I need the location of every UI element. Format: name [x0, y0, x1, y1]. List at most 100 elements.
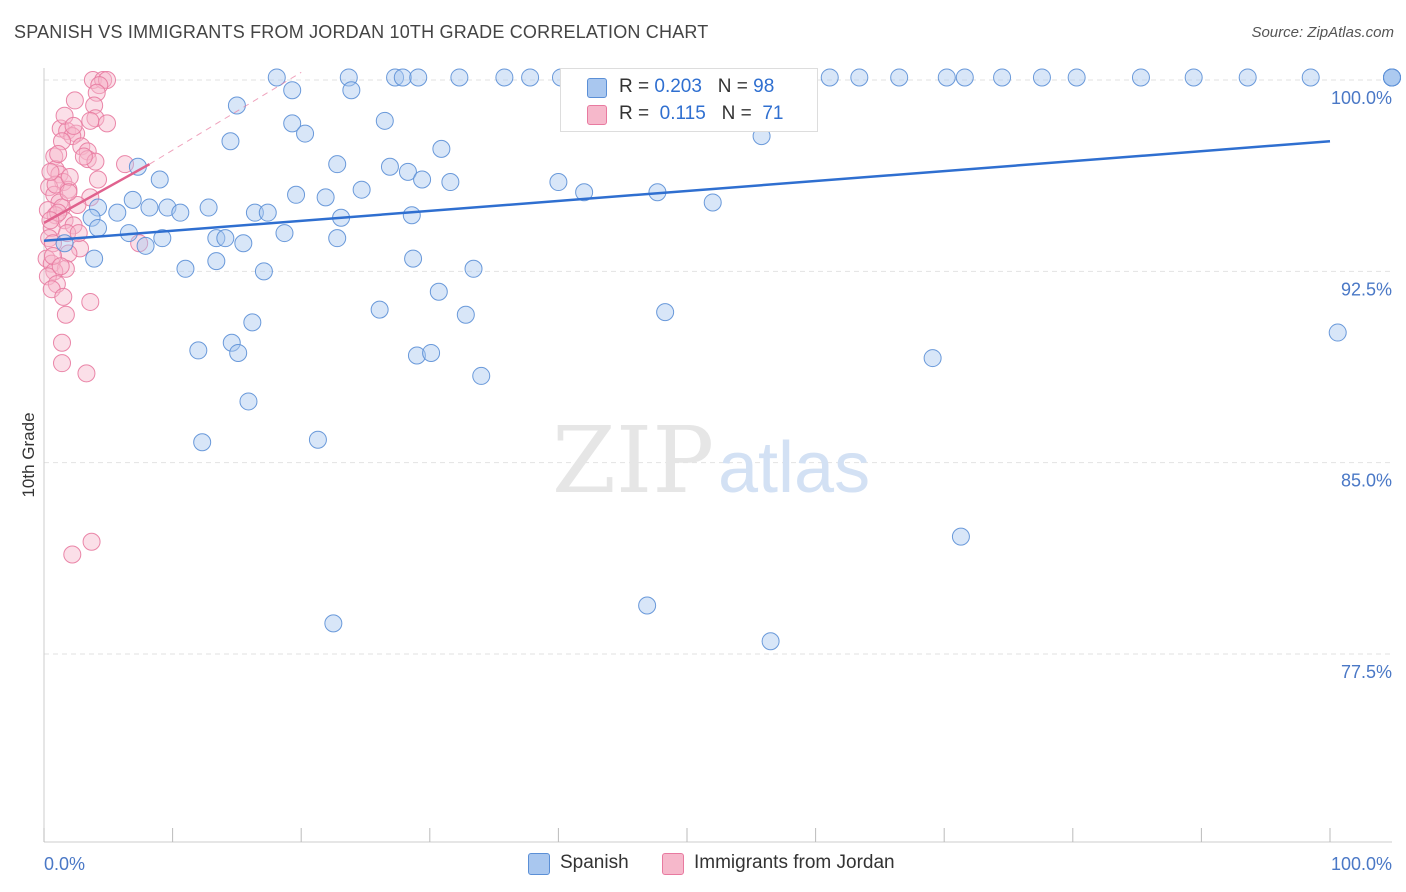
data-point-jordan [85, 96, 104, 115]
legend-r-label: R = [619, 103, 650, 124]
data-point-spanish [380, 157, 399, 176]
data-point-spanish [890, 68, 909, 87]
data-point-spanish [820, 68, 839, 87]
data-point-spanish [404, 249, 423, 268]
data-point-spanish [521, 68, 540, 87]
legend-swatch-pink [662, 853, 684, 875]
data-point-spanish [456, 305, 475, 324]
y-tick-label: 92.5% [1341, 279, 1392, 299]
data-point-spanish [243, 313, 262, 332]
series-spanish-points [55, 68, 1401, 651]
legend-swatch-blue [528, 853, 550, 875]
legend-n-label: N = [721, 103, 752, 124]
data-point-spanish [1383, 68, 1401, 87]
data-point-spanish [937, 68, 956, 87]
data-point-spanish [287, 185, 306, 204]
data-point-jordan [59, 183, 78, 202]
y-tick-label: 100.0% [1331, 88, 1392, 108]
axes [43, 68, 1392, 843]
data-point-spanish [171, 203, 190, 222]
data-point-jordan [98, 114, 117, 133]
data-point-spanish [216, 229, 235, 248]
data-point-spanish [316, 188, 335, 207]
data-point-spanish [703, 193, 722, 212]
legend-swatch-blue [587, 78, 607, 98]
data-point-jordan [55, 106, 74, 125]
data-point-jordan [56, 259, 75, 278]
data-point-spanish [398, 162, 417, 181]
data-point-spanish [207, 252, 226, 271]
data-point-spanish [283, 114, 302, 133]
legend-r-value: 0.115 [659, 103, 706, 124]
data-point-jordan [44, 247, 63, 266]
data-point-spanish [229, 343, 248, 362]
data-point-spanish [495, 68, 514, 87]
data-point-spanish [386, 68, 405, 87]
data-point-jordan [49, 144, 68, 163]
x-tick-label: 100.0% [1331, 854, 1392, 874]
data-point-spanish [296, 124, 315, 143]
legend-r-value: 0.203 [654, 76, 702, 97]
data-point-spanish [993, 68, 1012, 87]
data-point-spanish [761, 632, 780, 651]
data-point-spanish [123, 190, 142, 209]
trend-line-jordan [43, 163, 151, 224]
legend-r-label: R = [619, 76, 650, 97]
y-tick-label: 85.0% [1341, 471, 1392, 491]
grid-lines [44, 79, 1392, 655]
data-point-jordan [41, 162, 60, 181]
data-point-spanish [239, 392, 258, 411]
data-point-spanish [108, 203, 127, 222]
legend-label-spanish: Spanish [560, 852, 629, 873]
data-point-spanish [1238, 68, 1257, 87]
data-point-spanish [328, 155, 347, 174]
data-point-spanish [150, 170, 169, 189]
source-credit: Source: ZipAtlas.com [1251, 24, 1394, 41]
data-point-spanish [227, 96, 246, 115]
data-point-spanish [638, 596, 657, 615]
data-point-jordan [86, 152, 105, 171]
data-point-spanish [222, 333, 241, 352]
data-point-spanish [413, 170, 432, 189]
data-point-spanish [275, 224, 294, 243]
data-point-spanish [328, 229, 347, 248]
data-point-spanish [1328, 323, 1347, 342]
data-point-spanish [375, 111, 394, 130]
data-point-spanish [55, 234, 74, 253]
data-point-spanish [342, 81, 361, 100]
data-point-jordan [82, 532, 101, 551]
x-tick-label: 0.0% [44, 854, 85, 874]
data-point-spanish [153, 229, 172, 248]
data-point-spanish [136, 236, 155, 255]
data-point-spanish [407, 346, 426, 365]
data-point-spanish [352, 180, 371, 199]
data-point-jordan [53, 333, 72, 352]
data-point-spanish [923, 349, 942, 368]
data-point-spanish [267, 68, 286, 87]
legend-n-value: 98 [753, 76, 775, 97]
data-point-jordan [77, 364, 96, 383]
legend-swatch-pink [587, 105, 607, 125]
data-point-spanish [370, 300, 389, 319]
data-point-spanish [1184, 68, 1203, 87]
data-point-spanish [422, 343, 441, 362]
data-point-jordan [56, 305, 75, 324]
stats-legend: R = 0.203 N = 98 R = 0.115 N = 71 [560, 68, 818, 132]
data-point-spanish [429, 282, 448, 301]
data-point-spanish [258, 203, 277, 222]
data-point-spanish [549, 173, 568, 192]
legend-label-jordan: Immigrants from Jordan [694, 852, 895, 873]
y-axis-label: 10th Grade [19, 412, 38, 497]
trend-line-spanish [43, 139, 1331, 242]
data-point-spanish [402, 206, 421, 225]
data-point-spanish [324, 614, 343, 633]
data-point-spanish [140, 198, 159, 217]
data-point-spanish [283, 81, 302, 100]
data-point-jordan [81, 292, 100, 311]
data-point-spanish [450, 68, 469, 87]
y-tick-label: 77.5% [1341, 662, 1392, 682]
data-point-jordan [81, 111, 100, 130]
data-point-spanish [1301, 68, 1320, 87]
data-point-spanish [308, 430, 327, 449]
